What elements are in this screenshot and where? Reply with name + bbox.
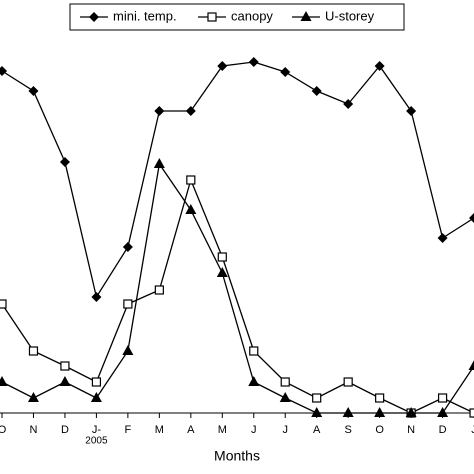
legend-label: U-storey xyxy=(325,8,375,23)
x-tick-label: F xyxy=(125,424,132,436)
marker xyxy=(280,67,291,77)
x-tick-label: J xyxy=(471,424,474,436)
marker xyxy=(280,377,290,387)
marker xyxy=(248,57,259,67)
marker xyxy=(27,392,39,402)
marker xyxy=(374,61,385,71)
x-axis-title: Months xyxy=(214,448,260,464)
marker xyxy=(154,285,164,295)
legend-label: mini. temp. xyxy=(113,8,177,23)
marker xyxy=(186,175,196,185)
legend-box xyxy=(69,3,405,31)
marker xyxy=(216,267,228,277)
marker xyxy=(153,158,165,168)
marker xyxy=(437,407,449,417)
x-tick-label: O xyxy=(375,424,384,436)
marker xyxy=(0,66,7,76)
x-tick-label: N xyxy=(29,424,37,436)
x-tick-label: J xyxy=(282,424,288,436)
marker xyxy=(59,376,71,386)
series-line xyxy=(1,162,474,414)
marker xyxy=(122,242,133,252)
marker xyxy=(0,376,8,386)
marker xyxy=(311,407,323,417)
marker xyxy=(342,407,354,417)
x-tick-label: J xyxy=(251,424,257,436)
marker xyxy=(185,204,197,214)
x-tick-label: J- xyxy=(92,424,102,436)
year-label: 2005 xyxy=(85,436,108,447)
marker xyxy=(437,233,448,243)
x-tick-label: D xyxy=(61,424,69,436)
marker xyxy=(343,99,354,109)
marker xyxy=(123,299,133,309)
marker xyxy=(406,106,417,116)
marker xyxy=(248,376,260,386)
legend-label: canopy xyxy=(231,8,273,23)
x-tick-label: O xyxy=(0,424,7,436)
marker xyxy=(122,345,134,355)
marker xyxy=(343,377,353,387)
marker xyxy=(311,86,322,96)
marker xyxy=(279,392,291,402)
marker xyxy=(89,12,99,22)
marker xyxy=(375,393,385,403)
x-tick-label: S xyxy=(344,424,351,436)
marker xyxy=(60,361,70,371)
marker xyxy=(469,408,474,418)
marker xyxy=(468,360,474,370)
marker xyxy=(217,252,227,262)
marker xyxy=(185,106,196,116)
series-line xyxy=(1,61,474,299)
marker xyxy=(374,407,386,417)
x-tick-label: A xyxy=(313,424,321,436)
x-tick-label: N xyxy=(407,424,415,436)
x-tick-label: M xyxy=(155,424,164,436)
marker xyxy=(28,86,39,96)
marker xyxy=(312,393,322,403)
marker xyxy=(154,106,165,116)
marker xyxy=(91,292,102,302)
marker xyxy=(207,12,217,22)
marker xyxy=(437,393,448,403)
marker xyxy=(217,61,228,71)
x-tick-label: D xyxy=(439,424,447,436)
marker xyxy=(0,299,7,309)
marker xyxy=(300,11,312,21)
marker xyxy=(405,407,417,417)
series-line xyxy=(1,178,474,414)
x-tick-label: A xyxy=(187,424,195,436)
marker xyxy=(91,377,102,387)
x-tick-label: M xyxy=(218,424,227,436)
marker xyxy=(90,392,102,402)
marker xyxy=(59,157,70,167)
marker xyxy=(249,346,259,356)
marker xyxy=(28,346,39,356)
marker xyxy=(469,213,474,223)
